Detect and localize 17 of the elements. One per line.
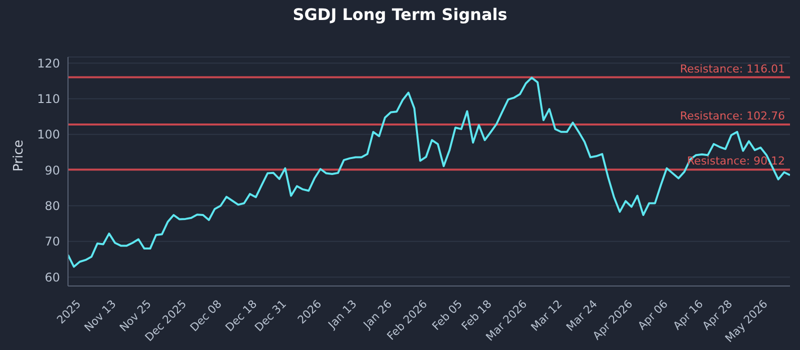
y-axis-title: Price (12, 140, 27, 172)
y-tick-label: 110 (37, 92, 60, 106)
y-tick-label: 120 (37, 56, 60, 70)
x-tick-label: Mar 12 (528, 298, 565, 334)
ref-line-label: Resistance: 116.01 (680, 62, 785, 76)
x-tick-label: Nov 13 (82, 298, 119, 334)
ref-line-label: Resistance: 102.76 (680, 110, 785, 123)
line-series (68, 76, 790, 268)
chart-title: SGDJ Long Term Signals (292, 5, 508, 24)
y-tick-label: 90 (44, 163, 60, 178)
x-tick-label: Apr 06 (635, 298, 670, 333)
x-tick-label: Dec 08 (188, 298, 224, 334)
x-tick-label: Jan 13 (325, 298, 360, 332)
y-tick-label: 60 (44, 270, 60, 284)
y-tick-label: 70 (44, 234, 60, 249)
y-tick-label: 80 (44, 199, 60, 214)
y-tick-label: 100 (37, 128, 60, 142)
